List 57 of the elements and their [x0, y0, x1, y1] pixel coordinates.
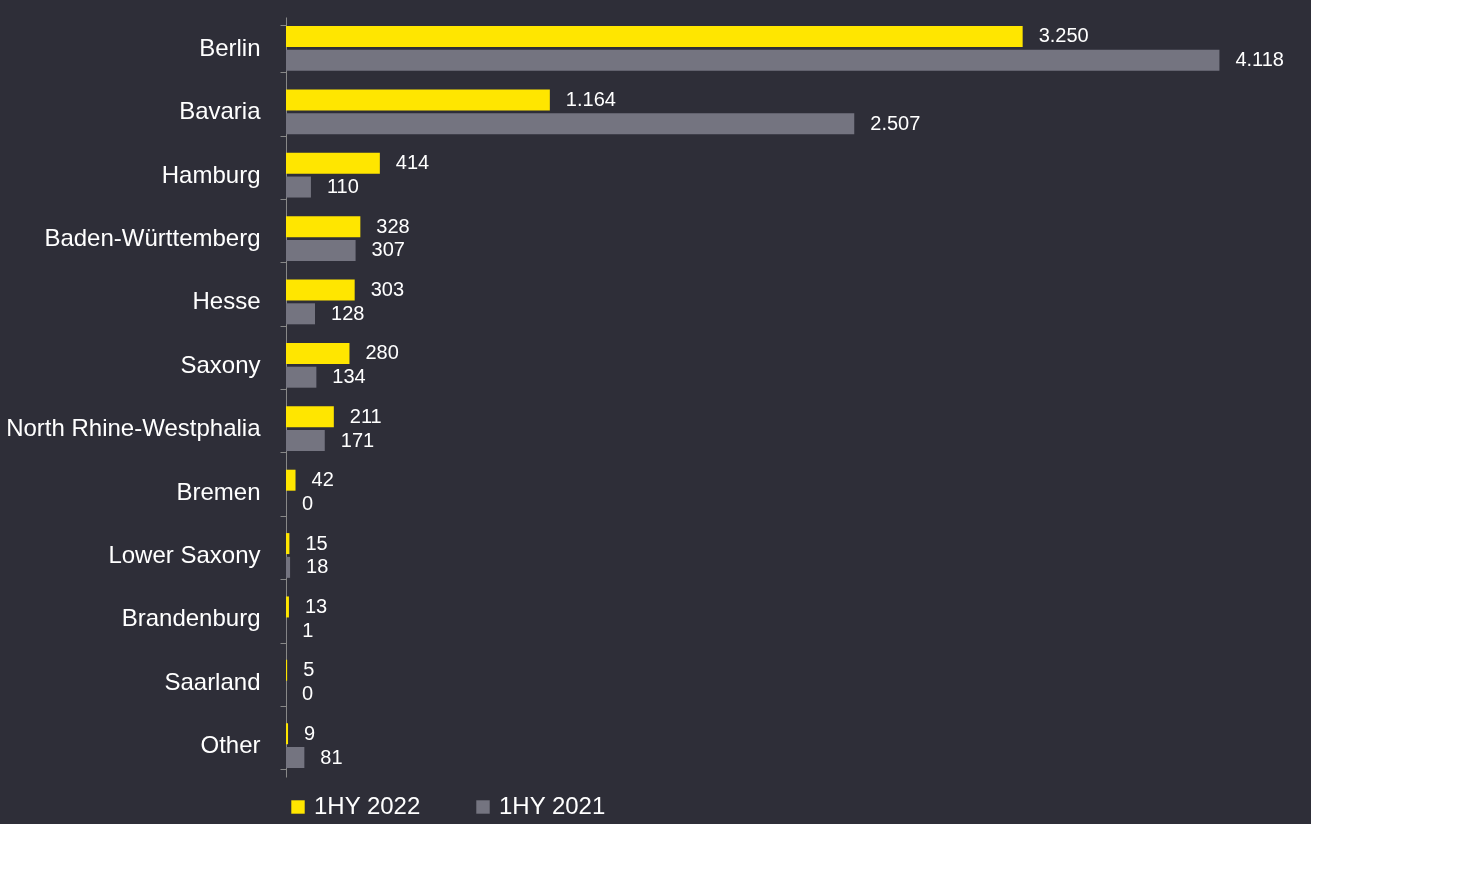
data-label: 81	[320, 745, 343, 768]
data-label: 1	[302, 618, 314, 641]
bar	[286, 216, 361, 238]
y-tick-label: Saxony	[180, 350, 261, 378]
legend-label: 1HY 2021	[499, 792, 606, 819]
data-label: 134	[332, 365, 366, 388]
bar	[286, 406, 334, 428]
data-label: 211	[349, 404, 382, 427]
data-label: 303	[370, 278, 405, 301]
bar	[286, 25, 1023, 47]
bar	[286, 239, 356, 261]
data-label: 171	[340, 428, 375, 451]
bar	[286, 113, 855, 135]
bar	[286, 342, 350, 364]
bar	[286, 469, 296, 491]
data-label: 128	[331, 301, 365, 324]
data-label: 0	[302, 682, 314, 705]
data-label: 0	[302, 491, 314, 514]
y-tick-label: Hesse	[192, 287, 261, 315]
data-label: 280	[365, 341, 399, 364]
data-label: 15	[305, 531, 328, 554]
bar	[286, 279, 355, 301]
data-label: 13	[304, 594, 328, 617]
y-tick-label: Bavaria	[179, 97, 262, 125]
data-label: 110	[326, 175, 359, 198]
data-label: 1.164	[565, 87, 616, 110]
bar	[286, 176, 311, 198]
bar	[286, 303, 316, 325]
data-label: 414	[395, 151, 430, 174]
y-tick-label: Other	[200, 731, 261, 759]
data-label: 9	[304, 721, 316, 744]
y-tick-label: Saarland	[164, 667, 261, 695]
y-tick-label: Berlin	[199, 33, 261, 61]
bar	[286, 556, 291, 578]
y-tick-label: Lower Saxony	[108, 540, 261, 568]
bar	[286, 747, 305, 769]
y-tick-label: Bremen	[176, 477, 261, 505]
bar	[286, 152, 380, 174]
bar	[286, 723, 289, 745]
y-tick-label: Brandenburg	[121, 604, 261, 632]
legend-label: 1HY 2022	[314, 792, 421, 819]
bar	[286, 430, 325, 452]
y-tick-label: North Rhine-Westphalia	[6, 414, 262, 442]
data-label: 328	[376, 214, 410, 237]
data-label: 4.118	[1235, 48, 1284, 71]
data-label: 5	[303, 658, 315, 681]
bar	[286, 49, 1220, 71]
data-label: 18	[306, 555, 329, 578]
data-label: 307	[371, 238, 405, 261]
data-label: 42	[311, 468, 334, 491]
bar	[286, 366, 317, 388]
bar	[286, 596, 289, 618]
y-tick-label: Baden-Württemberg	[44, 224, 261, 252]
y-tick-label: Hamburg	[161, 160, 261, 188]
data-label: 2.507	[870, 111, 921, 134]
bar	[286, 89, 550, 111]
data-label: 3.250	[1038, 24, 1089, 47]
